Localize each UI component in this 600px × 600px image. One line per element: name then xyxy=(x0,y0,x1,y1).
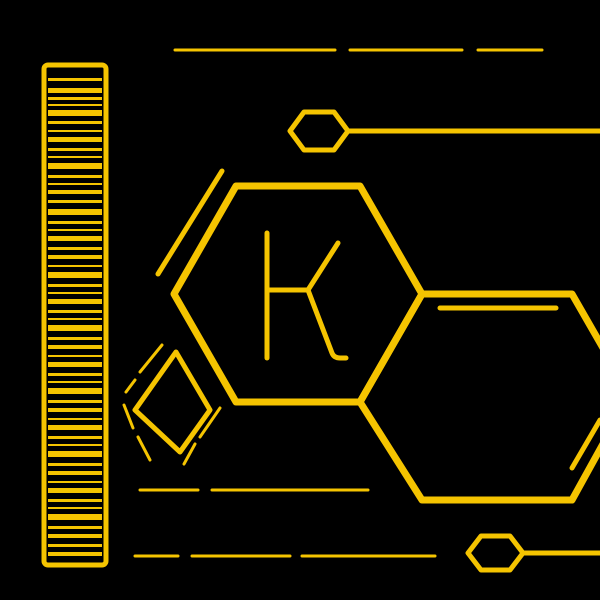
barcode-bar xyxy=(48,299,102,304)
barcode-bar xyxy=(48,78,102,81)
barcode-bar xyxy=(48,247,102,250)
diamond-dash-2 xyxy=(124,378,137,394)
barcode-bar xyxy=(48,425,102,430)
letter-k-leg xyxy=(305,287,349,361)
barcode-bar xyxy=(48,284,102,287)
barcode-bar xyxy=(48,156,102,158)
barcode-bar xyxy=(48,436,102,439)
barcode-bar xyxy=(48,272,102,278)
barcode-bars xyxy=(48,78,102,556)
barcode-bar xyxy=(48,292,102,294)
barcode-bar xyxy=(48,255,102,259)
barcode-bar xyxy=(48,499,102,502)
barcode-bar xyxy=(48,221,102,224)
barcode-bar xyxy=(48,236,102,241)
connector-top xyxy=(287,109,600,153)
barcode-bar xyxy=(48,310,102,313)
barcode-bar xyxy=(48,318,102,320)
main-hexagon xyxy=(170,182,426,406)
barcode-bar xyxy=(48,209,102,215)
diamond-dash-3 xyxy=(122,403,135,430)
barcode-bar xyxy=(48,534,102,538)
barcode-strip xyxy=(41,62,109,568)
barcode-bar xyxy=(48,362,102,367)
letter-k: K xyxy=(264,230,349,361)
barcode-bar xyxy=(48,325,102,331)
barcode-bar xyxy=(48,355,102,357)
small-hexagon-bottom xyxy=(465,533,526,573)
barcode-bar xyxy=(48,514,102,520)
barcode-bar xyxy=(48,175,102,178)
barcode-bar xyxy=(48,104,102,106)
barcode-bar xyxy=(48,444,102,446)
barcode-bar xyxy=(48,148,102,151)
diamond-dashes xyxy=(122,343,222,466)
letter-k-text: K xyxy=(300,299,301,301)
barcode-bar xyxy=(48,337,102,340)
letter-k-arm xyxy=(264,240,341,293)
barcode-bar xyxy=(48,400,102,403)
connector-bottom xyxy=(465,533,600,573)
right-hexagon xyxy=(356,290,600,504)
diamond-dash-4 xyxy=(136,435,152,462)
barcode-bar xyxy=(48,190,102,194)
barcode-bar xyxy=(48,137,102,142)
barcode-bar xyxy=(48,200,102,203)
barcode-bar xyxy=(48,130,102,132)
barcode-bar xyxy=(48,552,102,556)
barcode-bar xyxy=(48,544,102,547)
barcode-bar xyxy=(48,121,102,124)
diamond-dash-1 xyxy=(138,343,164,374)
barcode-bar xyxy=(48,481,102,483)
barcode-bar xyxy=(48,388,102,394)
diamond-dash-6 xyxy=(182,442,197,466)
barcode-bar xyxy=(48,183,102,185)
barcode-bar xyxy=(48,110,102,116)
barcode-bar xyxy=(48,488,102,493)
barcode-bar xyxy=(48,463,102,466)
barcode-bar xyxy=(48,507,102,509)
barcode-bar xyxy=(48,451,102,457)
barcode-bar xyxy=(48,471,102,475)
diamond-dash-5 xyxy=(198,406,222,439)
right-hexagon-inner-slash xyxy=(569,417,600,471)
barcode-bar xyxy=(48,418,102,420)
barcode-bar xyxy=(48,163,102,169)
barcode-bar xyxy=(48,345,102,349)
barcode-bar xyxy=(48,408,102,412)
small-hexagon-top xyxy=(287,109,351,153)
diamond-group xyxy=(122,343,222,466)
barcode-bar xyxy=(48,526,102,529)
right-hexagon-group xyxy=(356,290,600,504)
barcode-bar xyxy=(48,229,102,231)
diamond xyxy=(132,349,213,455)
barcode-frame xyxy=(41,62,109,568)
barcode-bar xyxy=(48,97,102,100)
barcode-bar xyxy=(48,265,102,267)
accent-slash-1 xyxy=(155,168,225,277)
barcode-bar xyxy=(48,373,102,376)
barcode-bar xyxy=(48,88,102,93)
barcode-bar xyxy=(48,381,102,383)
